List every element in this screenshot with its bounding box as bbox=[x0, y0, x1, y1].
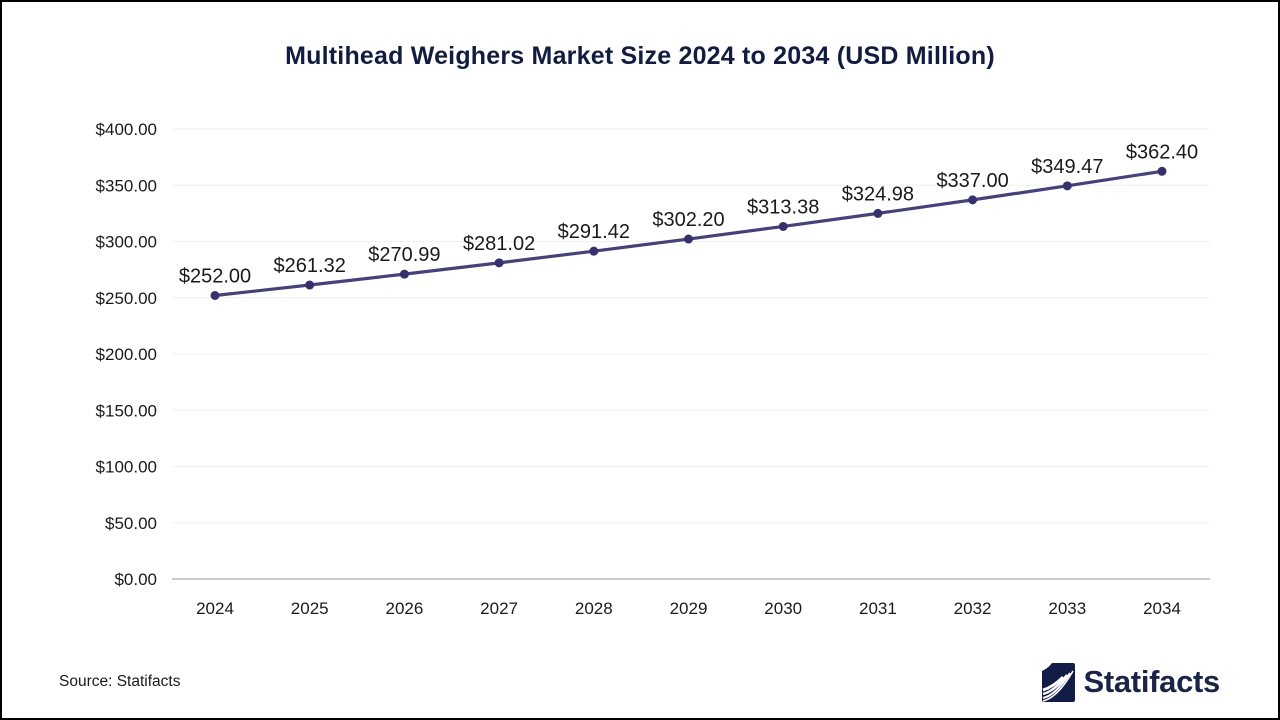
y-axis-tick-label: $150.00 bbox=[96, 401, 157, 420]
data-point-label: $302.20 bbox=[652, 209, 724, 231]
x-axis-tick-label: 2026 bbox=[385, 599, 423, 618]
data-point-marker bbox=[305, 280, 315, 290]
data-point-label: $252.00 bbox=[179, 266, 251, 288]
line-series bbox=[214, 169, 1163, 298]
y-axis-tick-label: $50.00 bbox=[105, 514, 157, 533]
x-axis-tick-label: 2025 bbox=[291, 599, 329, 618]
x-axis-tick-label: 2031 bbox=[859, 599, 897, 618]
source-label: Source: Statifacts bbox=[59, 673, 181, 690]
data-point-label: $281.02 bbox=[463, 233, 535, 255]
data-point-label: $337.00 bbox=[936, 170, 1008, 192]
data-point-label: $313.38 bbox=[747, 196, 819, 218]
data-point-marker bbox=[399, 269, 409, 279]
statifacts-logo: Statifacts bbox=[1042, 662, 1220, 702]
data-point-marker bbox=[684, 234, 693, 244]
y-axis-tick-label: $350.00 bbox=[96, 176, 157, 195]
data-point-marker bbox=[778, 221, 788, 231]
x-axis-tick-label: 2030 bbox=[764, 599, 802, 618]
chart-footer: Source: Statifacts Statifacts bbox=[2, 646, 1278, 718]
statifacts-logo-icon bbox=[1042, 662, 1076, 702]
y-axis-tick-label: $200.00 bbox=[96, 345, 157, 364]
x-axis-tick-label: 2028 bbox=[575, 599, 613, 618]
data-point-marker bbox=[1062, 181, 1072, 191]
y-axis-tick-label: $250.00 bbox=[96, 289, 157, 308]
data-point-marker bbox=[210, 291, 220, 300]
data-point-marker bbox=[589, 246, 599, 256]
y-axis-tick-label: $400.00 bbox=[96, 120, 157, 139]
data-point-label: $362.40 bbox=[1126, 141, 1198, 163]
data-point-marker bbox=[968, 195, 978, 205]
x-axis-tick-label: 2024 bbox=[196, 599, 234, 618]
chart-title: Multihead Weighers Market Size 2024 to 2… bbox=[285, 42, 995, 70]
x-axis-tick-label: 2027 bbox=[480, 599, 518, 618]
data-point-label: $261.32 bbox=[274, 255, 346, 277]
brand-name: Statifacts bbox=[1083, 664, 1220, 699]
y-axis-tick-label: $100.00 bbox=[96, 458, 157, 477]
data-point-marker bbox=[1157, 166, 1167, 176]
y-axis-tick-label: $0.00 bbox=[114, 570, 157, 589]
y-axis-tick-label: $300.00 bbox=[96, 233, 157, 252]
data-point-label: $324.98 bbox=[842, 183, 914, 205]
x-axis-tick-label: 2029 bbox=[670, 599, 708, 618]
x-axis-tick-label: 2033 bbox=[1048, 599, 1086, 618]
data-point-label: $291.42 bbox=[558, 221, 630, 243]
x-axis-tick-label: 2034 bbox=[1143, 599, 1181, 618]
x-axis-tick-label: 2032 bbox=[954, 599, 992, 618]
data-point-label: $270.99 bbox=[368, 244, 440, 266]
data-point-label: $349.47 bbox=[1031, 156, 1103, 178]
data-point-marker bbox=[873, 208, 883, 218]
data-point-marker bbox=[494, 258, 504, 268]
